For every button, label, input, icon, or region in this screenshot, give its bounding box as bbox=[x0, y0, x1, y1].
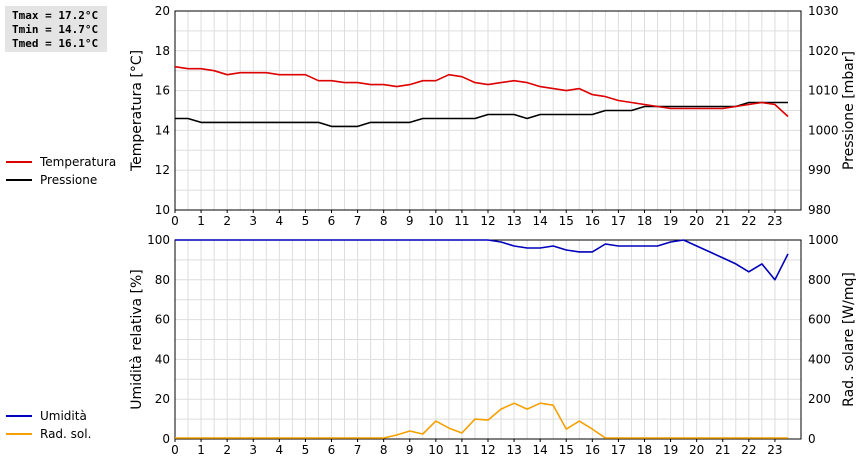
legend-label: Rad. sol. bbox=[40, 427, 92, 441]
legend-item-umidita: Umidità bbox=[6, 407, 91, 425]
bottom-x-tick-label: 19 bbox=[663, 443, 678, 457]
bottom-x-tick-label: 12 bbox=[480, 443, 495, 457]
legend-label: Umidità bbox=[40, 409, 87, 423]
top-y2-tick-label: 980 bbox=[808, 203, 831, 217]
top-x-tick-label: 22 bbox=[741, 214, 756, 228]
bottom-y-tick-label: 100 bbox=[147, 233, 170, 247]
legend-swatch bbox=[6, 161, 32, 163]
bottom-y-tick-label: 0 bbox=[162, 432, 170, 446]
bottom-x-tick-label: 0 bbox=[171, 443, 179, 457]
top-y-axis-label: Temperatura [°C] bbox=[129, 50, 145, 172]
legend-bottom: Umidità Rad. sol. bbox=[6, 407, 91, 443]
legend-item-temperatura: Temperatura bbox=[6, 153, 116, 171]
bottom-x-tick-label: 21 bbox=[715, 443, 730, 457]
top-y-tick-label: 20 bbox=[155, 4, 170, 18]
series-line-umidit bbox=[175, 239, 789, 281]
bottom-y-tick-label: 20 bbox=[155, 392, 170, 406]
bottom-x-tick-label: 16 bbox=[585, 443, 600, 457]
bottom-y-tick-label: 60 bbox=[155, 313, 170, 327]
top-y2-tick-label: 1000 bbox=[808, 123, 839, 137]
bottom-x-tick-label: 2 bbox=[223, 443, 231, 457]
top-x-tick-label: 19 bbox=[663, 214, 678, 228]
top-x-tick-label: 10 bbox=[428, 214, 443, 228]
top-x-tick-label: 13 bbox=[506, 214, 521, 228]
bottom-y2-axis-label: Rad. solare [W/mq] bbox=[841, 272, 857, 407]
legend-swatch bbox=[6, 415, 32, 417]
bottom-x-tick-label: 15 bbox=[559, 443, 574, 457]
top-y2-axis-label: Pressione [mbar] bbox=[841, 51, 857, 170]
top-x-tick-label: 7 bbox=[354, 214, 362, 228]
bottom-x-tick-label: 3 bbox=[249, 443, 257, 457]
legend-label: Pressione bbox=[40, 173, 98, 187]
top-y2-tick-label: 1020 bbox=[808, 44, 839, 58]
bottom-x-tick-label: 4 bbox=[276, 443, 284, 457]
bottom-y2-tick-label: 800 bbox=[808, 273, 831, 287]
bottom-x-tick-label: 17 bbox=[611, 443, 626, 457]
bottom-x-tick-label: 23 bbox=[767, 443, 782, 457]
bottom-y-tick-label: 40 bbox=[155, 352, 170, 366]
top-x-tick-label: 17 bbox=[611, 214, 626, 228]
top-x-tick-label: 9 bbox=[406, 214, 414, 228]
top-x-tick-label: 12 bbox=[480, 214, 495, 228]
top-x-tick-label: 2 bbox=[223, 214, 231, 228]
top-y-tick-label: 12 bbox=[155, 163, 170, 177]
bottom-y2-tick-label: 1000 bbox=[808, 233, 839, 247]
bottom-y-axis-label: Umidità relativa [%] bbox=[129, 269, 145, 410]
bottom-x-tick-label: 22 bbox=[741, 443, 756, 457]
top-y2-tick-label: 1010 bbox=[808, 84, 839, 98]
legend-swatch bbox=[6, 433, 32, 435]
bottom-x-tick-label: 9 bbox=[406, 443, 414, 457]
top-x-tick-label: 15 bbox=[559, 214, 574, 228]
bottom-y2-tick-label: 400 bbox=[808, 352, 831, 366]
bottom-x-tick-label: 7 bbox=[354, 443, 362, 457]
top-x-tick-label: 18 bbox=[637, 214, 652, 228]
top-x-tick-label: 14 bbox=[533, 214, 548, 228]
top-y-tick-label: 18 bbox=[155, 44, 170, 58]
tmin-text: Tmin = 14.7°C bbox=[12, 23, 99, 36]
bottom-x-tick-label: 11 bbox=[454, 443, 469, 457]
bottom-y2-tick-label: 200 bbox=[808, 392, 831, 406]
top-x-tick-label: 20 bbox=[689, 214, 704, 228]
bottom-x-tick-label: 5 bbox=[302, 443, 310, 457]
top-x-tick-label: 21 bbox=[715, 214, 730, 228]
bottom-x-tick-label: 6 bbox=[328, 443, 336, 457]
bottom-x-tick-label: 13 bbox=[506, 443, 521, 457]
top-x-tick-label: 4 bbox=[276, 214, 284, 228]
bottom-x-tick-label: 8 bbox=[380, 443, 388, 457]
bottom-x-tick-label: 10 bbox=[428, 443, 443, 457]
top-y-tick-label: 10 bbox=[155, 203, 170, 217]
bottom-y2-tick-label: 0 bbox=[808, 432, 816, 446]
legend-label: Temperatura bbox=[40, 155, 117, 169]
bottom-x-tick-label: 20 bbox=[689, 443, 704, 457]
bottom-x-tick-label: 1 bbox=[197, 443, 205, 457]
top-y-tick-label: 16 bbox=[155, 84, 170, 98]
top-x-tick-label: 6 bbox=[328, 214, 336, 228]
bottom-y2-tick-label: 600 bbox=[808, 313, 831, 327]
series-line-pressione bbox=[175, 101, 788, 128]
legend-item-rad-sol: Rad. sol. bbox=[6, 425, 91, 443]
tmax-text: Tmax = 17.2°C bbox=[12, 9, 99, 22]
bottom-x-tick-label: 14 bbox=[533, 443, 548, 457]
legend-item-pressione: Pressione bbox=[6, 171, 116, 189]
top-x-tick-label: 1 bbox=[197, 214, 205, 228]
series-line-rad-sol bbox=[175, 402, 788, 439]
top-y2-tick-label: 990 bbox=[808, 163, 831, 177]
stats-box: Tmax = 17.2°C Tmin = 14.7°C Tmed = 16.1°… bbox=[5, 6, 107, 52]
top-x-tick-label: 8 bbox=[380, 214, 388, 228]
series-line-temperatura bbox=[174, 65, 789, 118]
bottom-y-tick-label: 80 bbox=[155, 273, 170, 287]
bottom-x-tick-label: 18 bbox=[637, 443, 652, 457]
top-x-tick-label: 16 bbox=[585, 214, 600, 228]
legend-top: Temperatura Pressione bbox=[6, 153, 116, 189]
top-x-tick-label: 3 bbox=[249, 214, 257, 228]
legend-swatch bbox=[6, 179, 32, 181]
top-x-tick-label: 0 bbox=[171, 214, 179, 228]
tmed-text: Tmed = 16.1°C bbox=[12, 37, 99, 50]
top-y-tick-label: 14 bbox=[155, 123, 170, 137]
top-x-tick-label: 23 bbox=[767, 214, 782, 228]
top-y2-tick-label: 1030 bbox=[808, 4, 839, 18]
top-x-tick-label: 5 bbox=[302, 214, 310, 228]
top-x-tick-label: 11 bbox=[454, 214, 469, 228]
